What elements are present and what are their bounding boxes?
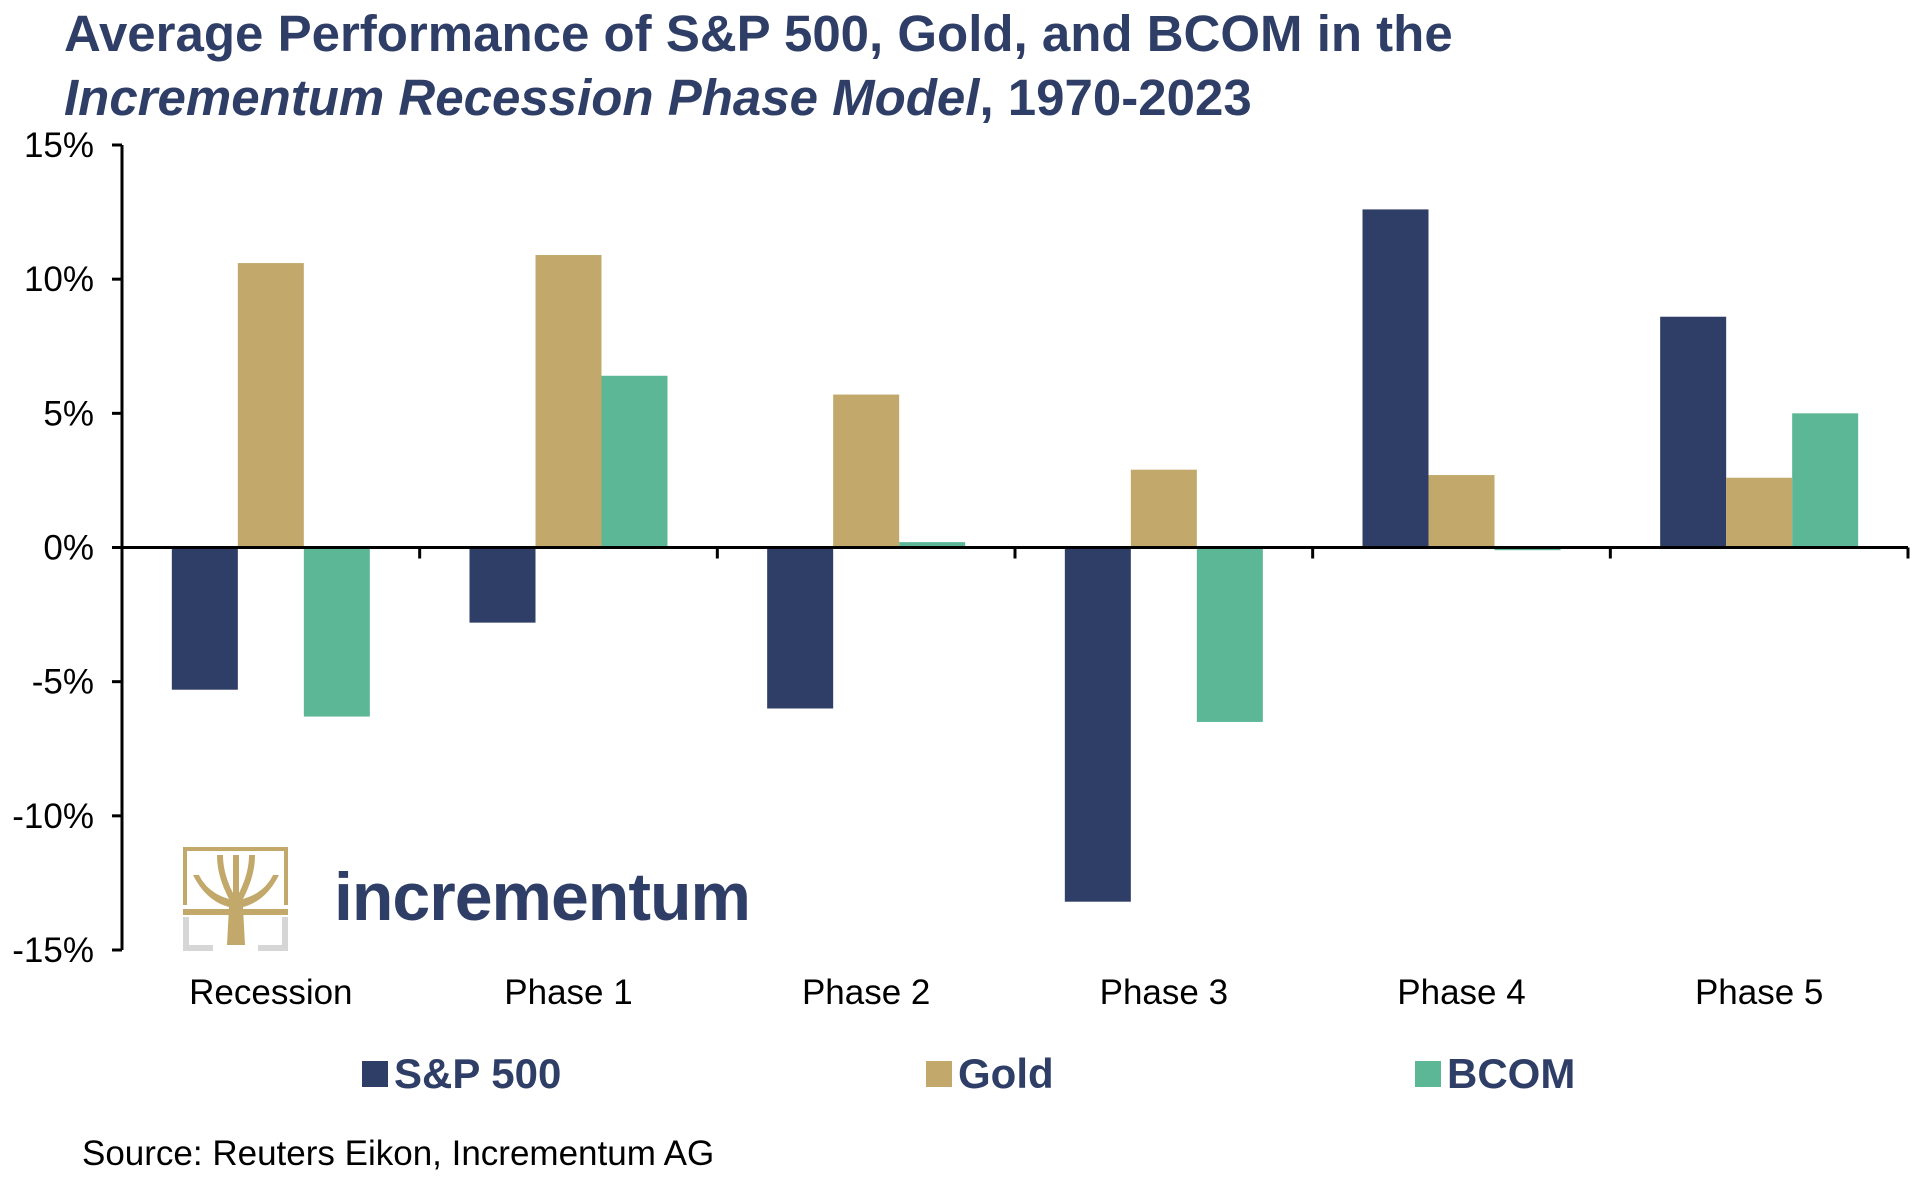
bar-bcom-phase-2	[899, 542, 966, 548]
y-tick-label: -15%	[12, 931, 94, 970]
title-line-2: Incrementum Recession Phase Model, 1970-…	[64, 66, 1864, 130]
legend-label-sp500: S&P 500	[394, 1050, 562, 1097]
bar-bcom-recession	[303, 547, 370, 717]
tree-logo-icon	[183, 847, 288, 951]
logo-wordmark: incrementum	[334, 859, 751, 935]
y-tick-label: 0%	[43, 529, 94, 568]
y-tick-label: 15%	[24, 126, 94, 165]
x-category-label-phase-5: Phase 5	[1695, 973, 1823, 1012]
legend-label-gold: Gold	[958, 1050, 1054, 1097]
axes-group	[112, 143, 1910, 952]
y-tick-label: -5%	[32, 663, 94, 702]
bar-gold-recession	[237, 263, 304, 548]
x-category-label-phase-1: Phase 1	[504, 973, 632, 1012]
bar-chart: 15% 10% 5% 0% -5% -10% -15% Recession Phase 1 Ph…	[12, 126, 1910, 1012]
bar-bcom-phase-3	[1196, 547, 1263, 722]
legend-swatch-sp500	[362, 1061, 388, 1087]
bar-gold-phase-5	[1726, 477, 1793, 548]
y-tick-label: -10%	[12, 797, 94, 836]
bar-s-p-500-phase-1	[469, 547, 536, 623]
title-model-name: Incrementum Recession Phase Model	[64, 69, 980, 126]
chart-title: Average Performance of S&P 500, Gold, an…	[64, 2, 1864, 130]
bars-group	[171, 209, 1859, 902]
bar-bcom-phase-5	[1792, 413, 1859, 548]
x-category-label-recession: Recession	[189, 973, 352, 1012]
bar-gold-phase-4	[1428, 475, 1495, 548]
x-category-label-phase-2: Phase 2	[802, 973, 930, 1012]
bar-gold-phase-3	[1130, 469, 1197, 548]
bar-s-p-500-phase-2	[767, 547, 834, 709]
legend-swatch-gold	[926, 1061, 952, 1087]
bar-gold-phase-1	[535, 255, 602, 548]
bar-s-p-500-phase-4	[1362, 209, 1429, 548]
legend: S&P 500 Gold BCOM	[0, 1050, 1912, 1110]
y-axis-labels: 15% 10% 5% 0% -5% -10% -15%	[12, 126, 94, 970]
bar-s-p-500-recession	[171, 547, 238, 690]
bar-gold-phase-2	[833, 394, 900, 548]
legend-item-gold: Gold	[926, 1050, 1054, 1098]
bar-s-p-500-phase-3	[1064, 547, 1131, 902]
legend-item-sp500: S&P 500	[362, 1050, 561, 1098]
legend-swatch-bcom	[1415, 1061, 1441, 1087]
source-note: Source: Reuters Eikon, Incrementum AG	[82, 1134, 715, 1173]
y-tick-label: 5%	[43, 394, 94, 433]
x-category-label-phase-3: Phase 3	[1100, 973, 1228, 1012]
title-years: , 1970-2023	[979, 69, 1252, 126]
bar-s-p-500-phase-5	[1660, 316, 1727, 548]
x-category-label-phase-4: Phase 4	[1397, 973, 1525, 1012]
x-axis-labels: Recession Phase 1 Phase 2 Phase 3 Phase 4 Pha…	[189, 973, 1823, 1012]
bar-bcom-phase-1	[601, 375, 668, 548]
y-tick-label: 10%	[24, 260, 94, 299]
title-line-1: Average Performance of S&P 500, Gold, an…	[64, 5, 1453, 62]
legend-label-bcom: BCOM	[1447, 1050, 1576, 1097]
legend-item-bcom: BCOM	[1415, 1050, 1575, 1098]
